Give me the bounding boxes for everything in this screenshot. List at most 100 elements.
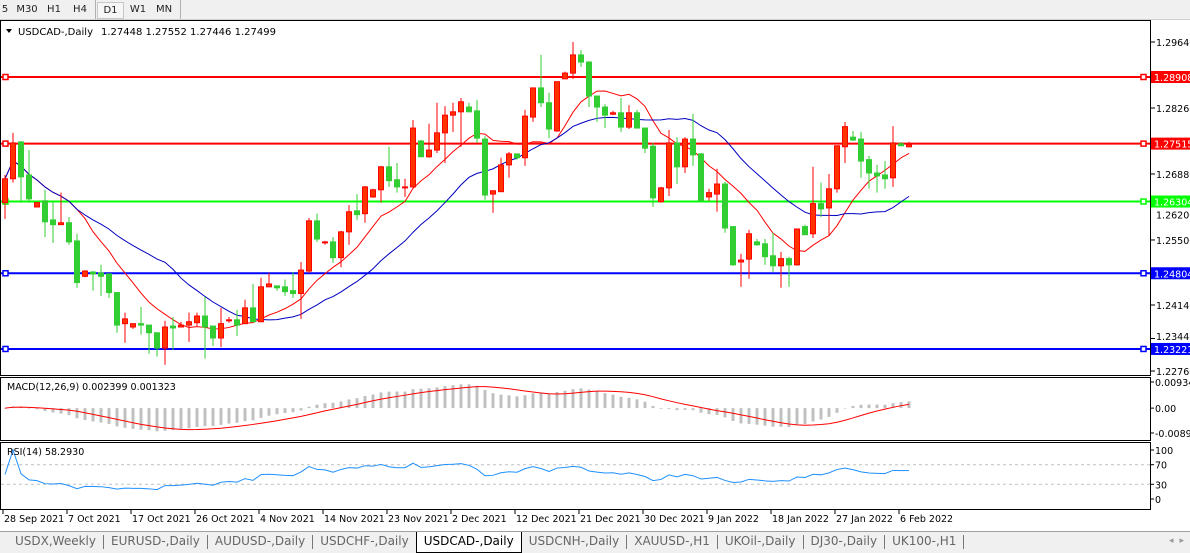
bearish-candle	[546, 102, 552, 130]
bearish-candle	[882, 174, 888, 180]
price-tick-label: 1.29640	[1156, 38, 1190, 49]
date-label: 18 Jan 2022	[772, 514, 829, 525]
tab-audusd-daily[interactable]: AUDUSD-,Daily	[214, 534, 306, 548]
scroll-right-icon[interactable]: ▸	[1179, 536, 1184, 546]
macd-histogram-bar	[387, 391, 391, 409]
bearish-candle	[170, 325, 176, 329]
bullish-candle	[218, 323, 224, 339]
tab-separator	[206, 535, 208, 549]
toolbar-separator	[95, 0, 96, 19]
tab-eurusd-daily[interactable]: EURUSD-,Daily	[111, 534, 200, 548]
tab-usdcnh-daily[interactable]: USDCNH-,Daily	[528, 534, 620, 548]
bullish-candle	[498, 164, 504, 193]
macd-histogram-bar	[843, 408, 847, 409]
level-handle-icon	[1140, 73, 1147, 81]
bullish-candle	[194, 315, 200, 324]
bearish-candle	[754, 241, 760, 246]
bearish-candle	[50, 219, 56, 226]
timeframe-w1-button[interactable]: W1	[129, 4, 147, 15]
timeframe-mn-button[interactable]: MN	[155, 4, 173, 15]
date-label: 6 Feb 2022	[900, 514, 953, 525]
bearish-candle	[514, 153, 520, 159]
macd-histogram-bar	[283, 408, 287, 414]
timeframe-toolbar: 5 M30 H1 H4 D1 W1 MN	[0, 0, 1190, 20]
bearish-candle	[314, 220, 320, 240]
macd-histogram-bar	[339, 401, 343, 409]
tab-separator	[626, 535, 628, 549]
tab-uk100-h1[interactable]: UK100-,H1	[892, 534, 957, 548]
collapse-triangle-icon[interactable]	[6, 29, 12, 33]
rsi-tick-label: 0	[1155, 495, 1161, 506]
timeframe-m30-button[interactable]: M30	[16, 4, 38, 15]
rsi-panel[interactable]	[0, 442, 1151, 510]
level-price-badge	[1151, 137, 1190, 150]
date-label: 21 Dec 2021	[580, 514, 641, 525]
price-tick-label: 1.26880	[1156, 170, 1190, 181]
scroll-left-icon[interactable]: ◂	[1168, 536, 1174, 546]
macd-histogram-bar	[499, 394, 503, 409]
macd-histogram-bar	[691, 408, 695, 411]
macd-histogram-bar	[795, 408, 799, 426]
macd-histogram-bar	[427, 388, 431, 409]
tab-usdx-weekly[interactable]: USDX,Weekly	[15, 534, 96, 548]
timeframe-h4-button[interactable]: H4	[73, 4, 87, 15]
bearish-candle	[26, 174, 32, 200]
bearish-candle	[274, 285, 280, 289]
level-handle-icon	[1140, 198, 1147, 205]
date-label: 2 Dec 2021	[452, 514, 507, 525]
bullish-candle	[506, 153, 512, 166]
date-label: 4 Nov 2021	[260, 514, 315, 525]
timeframe-d1-button[interactable]: D1	[97, 2, 124, 19]
candlesticks	[2, 42, 912, 365]
macd-tick-label: -0.00890	[1155, 429, 1190, 440]
tab-usdchf-daily[interactable]: USDCHF-,Daily	[320, 534, 409, 548]
bearish-candle	[98, 272, 104, 277]
bullish-candle	[298, 269, 304, 295]
bullish-candle	[746, 233, 752, 260]
date-label: 17 Oct 2021	[132, 514, 191, 525]
tab-usdcad-daily[interactable]: USDCAD-,Daily	[415, 532, 522, 553]
bearish-candle	[690, 138, 696, 156]
macd-signal-line	[4, 386, 910, 431]
bearish-candle	[802, 226, 808, 236]
rsi-label: RSI(14) 58.2930	[7, 447, 84, 458]
macd-histogram-bar	[299, 408, 303, 411]
bullish-candle	[794, 228, 800, 266]
bullish-candle	[530, 87, 536, 118]
bullish-candle	[402, 186, 408, 189]
macd-histogram-bar	[35, 408, 39, 410]
macd-histogram-bar	[475, 385, 479, 409]
macd-histogram-bar	[571, 389, 575, 409]
tab-xauusd-h1[interactable]: XAUUSD-,H1	[634, 534, 710, 548]
macd-histogram-bar	[275, 408, 279, 415]
tab-dj30-daily[interactable]: DJ30-,Daily	[810, 534, 878, 548]
bullish-candle	[346, 211, 352, 233]
macd-histogram-bar	[59, 408, 63, 414]
macd-histogram-bar	[547, 393, 551, 409]
price-tick-label: 1.28260	[1156, 104, 1190, 115]
bearish-candle	[818, 203, 824, 210]
macd-histogram-bar	[627, 397, 631, 409]
macd-histogram-bar	[635, 399, 639, 409]
macd-histogram-bar	[611, 394, 615, 409]
macd-histogram-bar	[515, 396, 519, 409]
bearish-candle	[578, 54, 584, 63]
chart-window[interactable]: 1.29640 1.28260 1.26880 1.26200 1.25500 1.241…	[0, 20, 1190, 531]
bullish-candle	[738, 259, 744, 263]
timeframe-h1-button[interactable]: H1	[47, 4, 61, 15]
macd-histogram-bar	[435, 387, 439, 409]
level-handle-icon	[2, 73, 9, 81]
bullish-candle	[258, 286, 264, 323]
macd-histogram-bar	[835, 408, 839, 413]
timeframe-m5-button[interactable]: 5	[1, 4, 9, 15]
tab-separator	[312, 535, 314, 549]
tab-ukoil-daily[interactable]: UKOil-,Daily	[724, 534, 796, 548]
bullish-candle	[450, 111, 456, 116]
bearish-candle	[74, 240, 80, 284]
main-price-panel[interactable]	[0, 20, 1151, 376]
bearish-candle	[634, 112, 640, 129]
macd-histogram-bar	[467, 384, 471, 409]
horizontal-levels	[1, 73, 1150, 353]
bearish-candle	[650, 145, 656, 199]
bearish-candle	[538, 87, 544, 104]
